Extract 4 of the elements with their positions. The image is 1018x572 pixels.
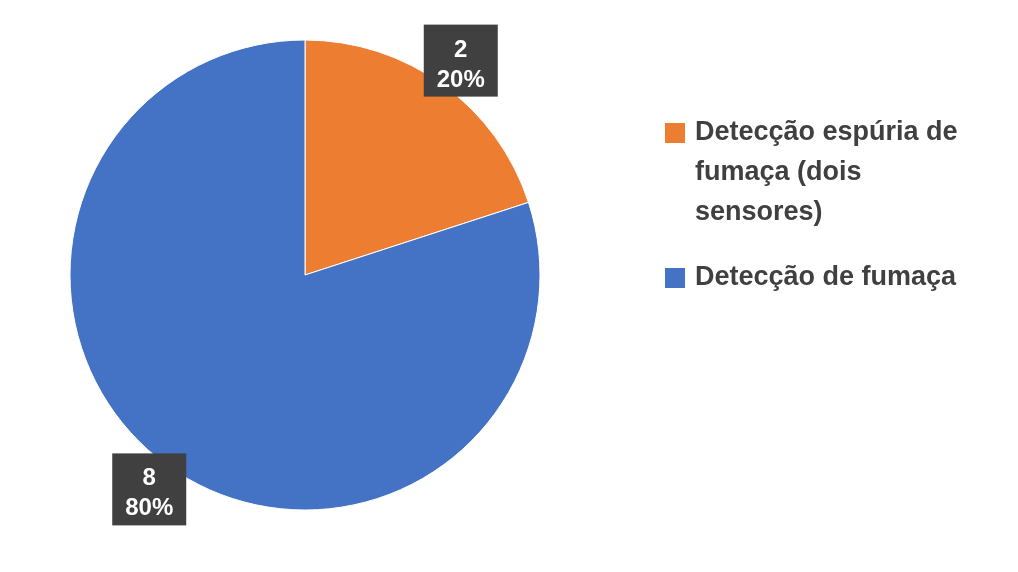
legend-label: Detecção espúria de fumaça (dois sensores) [695,116,958,226]
legend-label: Detecção de fumaça [695,261,958,291]
data-label: 2 20% [436,34,485,92]
data-label: 8 80% [125,463,174,521]
